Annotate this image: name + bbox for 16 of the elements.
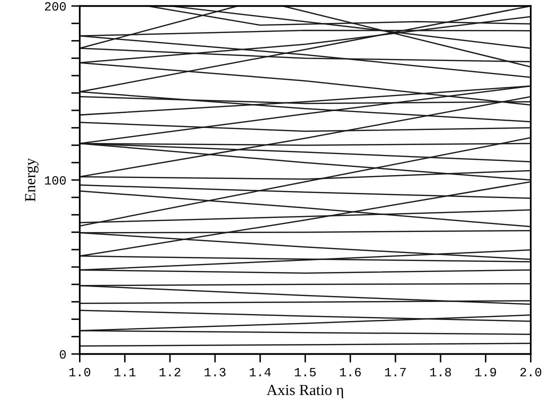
x-tick-label: 1.4 (250, 368, 271, 376)
y-tick-label: 200 (44, 2, 66, 11)
x-axis-title: Axis Ratio η (266, 384, 344, 398)
x-tick-label: 1.5 (294, 368, 316, 376)
x-tick-label: 1.8 (430, 368, 451, 376)
x-tick-label: 1.7 (385, 368, 406, 376)
x-tick-label: 1.9 (475, 368, 496, 376)
x-tick-label: 1.6 (340, 368, 361, 376)
y-axis-title: Energy (25, 158, 38, 202)
x-tick-label: 1.3 (204, 368, 226, 376)
y-tick-label: 0 (60, 350, 66, 359)
x-tick-label: 1.0 (69, 368, 90, 376)
y-tick-label: 100 (44, 176, 66, 185)
x-tick-label: 1.2 (160, 368, 180, 376)
x-tick-label: 1.1 (114, 368, 136, 376)
x-tick-label: 2.0 (520, 368, 542, 376)
